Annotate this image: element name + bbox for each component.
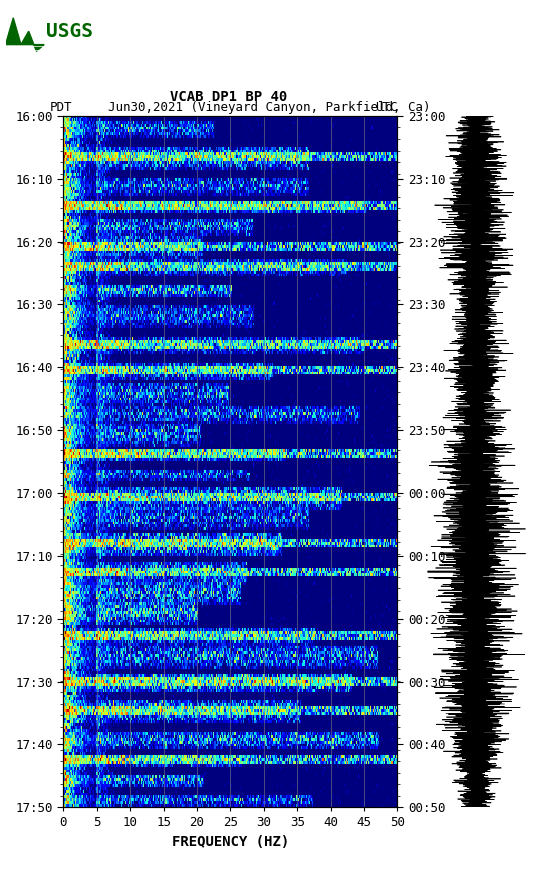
Text: Jun30,2021 (Vineyard Canyon, Parkfield, Ca): Jun30,2021 (Vineyard Canyon, Parkfield, …	[108, 101, 430, 114]
Polygon shape	[6, 18, 44, 51]
Text: VCAB DP1 BP 40: VCAB DP1 BP 40	[171, 90, 288, 104]
Text: UTC: UTC	[375, 101, 398, 114]
Text: USGS: USGS	[46, 21, 93, 41]
X-axis label: FREQUENCY (HZ): FREQUENCY (HZ)	[172, 835, 289, 849]
Text: PDT: PDT	[50, 101, 72, 114]
